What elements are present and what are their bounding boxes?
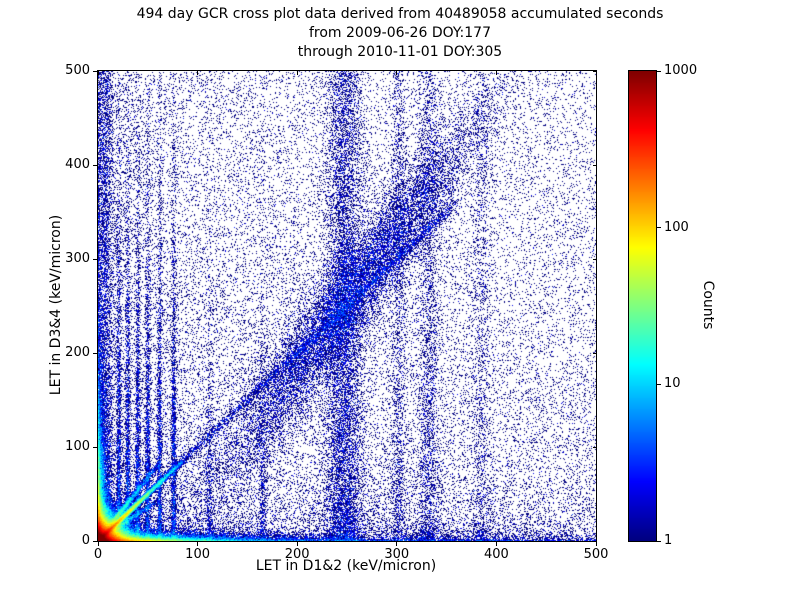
x-tick-mark (495, 542, 497, 546)
colorbar-tick-mark (657, 540, 661, 542)
y-axis-label: LET in D3&4 (keV/micron) (48, 214, 64, 396)
plot-area (97, 70, 597, 542)
x-tick-mark-top (97, 71, 99, 75)
y-tick-mark-right (593, 258, 597, 260)
x-tick-label: 200 (284, 547, 310, 562)
y-tick-label: 300 (65, 251, 90, 266)
x-tick-label: 0 (93, 547, 103, 562)
y-tick-mark-right (593, 70, 597, 72)
y-tick-mark (93, 70, 97, 72)
y-tick-label: 400 (65, 157, 90, 172)
y-tick-mark-right (593, 446, 597, 448)
x-tick-mark-top (595, 71, 597, 75)
chart-title-line3: through 2010-11-01 DOY:305 (297, 44, 503, 60)
y-tick-mark (93, 446, 97, 448)
y-tick-label: 200 (65, 345, 90, 360)
y-tick-label: 0 (81, 533, 90, 548)
colorbar (628, 70, 657, 542)
x-tick-mark-top (396, 71, 398, 75)
colorbar-tick-label: 10 (664, 376, 681, 392)
chart-title-block: 494 day GCR cross plot data derived from… (0, 5, 800, 62)
colorbar-tick-mark (657, 70, 661, 72)
y-tick-label: 500 (65, 63, 90, 78)
x-tick-label: 500 (583, 547, 609, 562)
colorbar-tick-mark (657, 383, 661, 385)
x-tick-mark (97, 542, 99, 546)
x-tick-mark-top (296, 71, 298, 75)
y-tick-mark-right (593, 540, 597, 542)
x-tick-label: 400 (483, 547, 509, 562)
x-tick-mark (296, 542, 298, 546)
x-tick-label: 300 (384, 547, 410, 562)
x-tick-label: 100 (185, 547, 210, 562)
y-tick-label: 100 (65, 439, 90, 454)
x-tick-mark-top (495, 71, 497, 75)
x-tick-mark (595, 542, 597, 546)
y-tick-mark (93, 258, 97, 260)
y-tick-mark-right (593, 164, 597, 166)
x-tick-mark-top (197, 71, 199, 75)
y-tick-mark (93, 540, 97, 542)
chart-title-line1: 494 day GCR cross plot data derived from… (136, 6, 664, 22)
colorbar-tick-label: 100 (664, 219, 689, 235)
x-tick-mark (396, 542, 398, 546)
y-tick-mark (93, 352, 97, 354)
colorbar-tick-mark (657, 227, 661, 229)
colorbar-label: Counts (700, 280, 716, 330)
x-axis-label: LET in D1&2 (keV/micron) (255, 558, 437, 574)
colorbar-gradient-canvas (629, 71, 656, 541)
y-tick-mark-right (593, 352, 597, 354)
colorbar-tick-label: 1 (664, 533, 673, 548)
scatter-heatmap-canvas (98, 71, 596, 541)
chart-title-line2: from 2009-06-26 DOY:177 (308, 25, 491, 41)
x-tick-mark (197, 542, 199, 546)
colorbar-tick-label: 1000 (664, 63, 698, 78)
y-tick-mark (93, 164, 97, 166)
